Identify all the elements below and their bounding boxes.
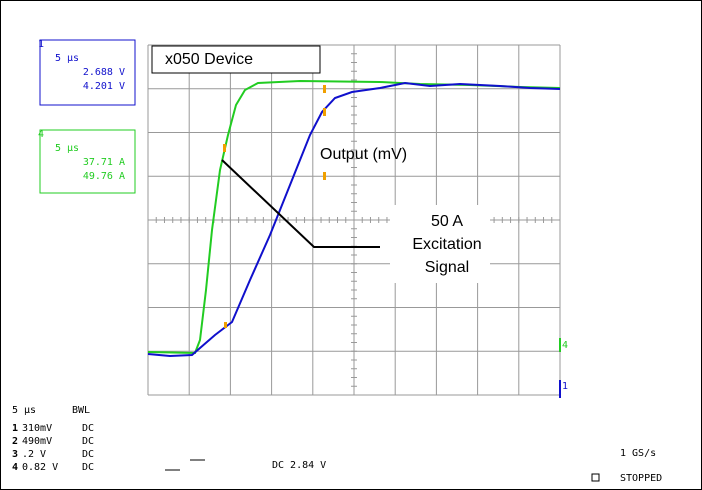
blue-trace — [147, 81, 561, 358]
excitation-label: Signal — [425, 259, 469, 276]
channel-list: 1 310mV DC 2 490mV DC 3 .2 V DC 4 0.82 V DC — [12, 423, 94, 473]
title: x050 Device — [165, 51, 253, 68]
timebase: 5 µs — [12, 405, 36, 416]
ch4-box — [39, 129, 136, 194]
ch4-line: 49.76 A — [83, 171, 125, 182]
excitation-label: 50 A — [431, 213, 463, 230]
bwl: BWL — [72, 405, 90, 416]
trace-marker: 1 — [562, 381, 568, 392]
sample-rate: 1 GS/s — [620, 448, 656, 459]
ch4-line: 5 µs — [55, 143, 79, 154]
ch1-line: 4.201 V — [83, 81, 125, 92]
channel-setting: 490mV — [22, 436, 52, 447]
status: STOPPED — [620, 473, 662, 484]
cursor-markers — [223, 85, 326, 328]
excitation-label: Excitation — [412, 236, 481, 253]
channel-num: 1 — [12, 423, 18, 434]
ch4-marker: 4 — [38, 129, 44, 140]
channel-coupling: DC — [82, 436, 94, 447]
trigger: DC 2.84 V — [272, 460, 326, 471]
title-box — [151, 45, 321, 74]
channel-setting: 310mV — [22, 423, 52, 434]
channel-num: 4 — [12, 462, 18, 473]
ch1-marker: 1 — [38, 39, 44, 50]
channel-num: 3 — [12, 449, 18, 460]
channel-setting: .2 V — [22, 449, 46, 460]
channel-setting: 0.82 V — [22, 462, 58, 473]
channel-num: 2 — [12, 436, 18, 447]
channel-coupling: DC — [82, 423, 94, 434]
ch1-line: 5 µs — [55, 53, 79, 64]
status-box — [591, 473, 600, 482]
channel-coupling: DC — [82, 449, 94, 460]
channel-coupling: DC — [82, 462, 94, 473]
graticule — [147, 44, 561, 396]
output-label: Output (mV) — [320, 146, 407, 163]
trace-marker: 4 — [562, 340, 568, 351]
ch1-box — [39, 39, 136, 106]
ch1-line: 2.688 V — [83, 67, 125, 78]
excitation-box — [390, 205, 490, 283]
annotation-leader — [221, 159, 380, 248]
ch4-line: 37.71 A — [83, 157, 125, 168]
